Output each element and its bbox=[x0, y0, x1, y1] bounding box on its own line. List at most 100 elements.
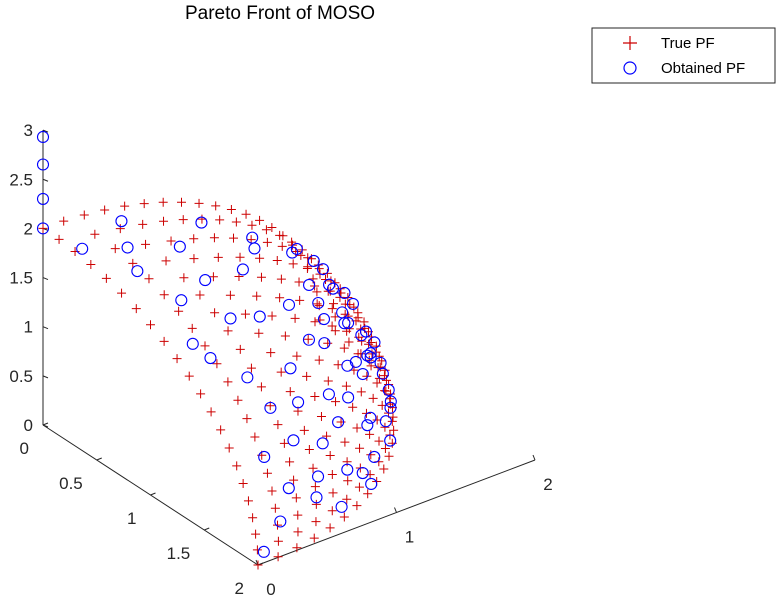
true-pf-point bbox=[299, 425, 309, 435]
legend: True PF Obtained PF bbox=[591, 27, 776, 84]
true-pf-point bbox=[302, 371, 312, 381]
true-pf-point bbox=[272, 255, 282, 265]
x-tick-label: 2 bbox=[235, 579, 244, 595]
true-pf-point bbox=[362, 371, 372, 381]
true-pf-point bbox=[238, 478, 248, 488]
obtained-pf-point bbox=[199, 274, 212, 287]
obtained-pf-point bbox=[322, 388, 335, 401]
true-pf-point bbox=[354, 482, 364, 492]
obtained-pf-point bbox=[286, 246, 299, 259]
true-pf-point bbox=[232, 461, 242, 471]
x-tick-mark bbox=[204, 527, 210, 531]
true-pf-point bbox=[273, 536, 283, 546]
obtained-pf-point bbox=[384, 401, 397, 414]
obtained-pf-point bbox=[186, 337, 199, 350]
true-pf-point bbox=[131, 304, 141, 314]
obtained-pf-point bbox=[335, 500, 348, 513]
true-pf-point bbox=[285, 457, 295, 467]
true-pf-point bbox=[252, 545, 262, 555]
true-pf-point bbox=[343, 476, 353, 486]
true-pf-point bbox=[189, 234, 199, 244]
true-pf-point bbox=[344, 337, 354, 347]
obtained-pf-point bbox=[368, 450, 381, 464]
obtained-pf-point bbox=[307, 254, 320, 267]
obtained-pf-point bbox=[346, 297, 360, 310]
obtained-pf-point bbox=[287, 434, 300, 447]
y-tick-label: 2 bbox=[543, 475, 552, 494]
true-pf-point bbox=[138, 219, 148, 229]
z-tick-mark bbox=[42, 178, 49, 182]
x-tick-label: 1.5 bbox=[167, 544, 191, 563]
true-pf-point bbox=[389, 425, 399, 435]
true-pf-point bbox=[256, 272, 266, 282]
obtained-pf-point bbox=[253, 310, 266, 323]
obtained-pf-point bbox=[341, 359, 354, 372]
z-tick-label: 1.5 bbox=[9, 269, 33, 288]
y-tick-label: 1 bbox=[405, 528, 414, 547]
true-pf-point bbox=[277, 241, 287, 251]
true-pf-point bbox=[161, 256, 171, 266]
obtained-pf-point bbox=[341, 463, 354, 476]
obtained-pf-point bbox=[356, 466, 369, 480]
true-pf-point bbox=[322, 268, 332, 278]
true-pf-point bbox=[177, 197, 186, 207]
true-pf-point bbox=[356, 387, 366, 397]
obtained-pf-point bbox=[332, 416, 345, 429]
true-pf-point bbox=[212, 359, 222, 369]
obtained-pf-point bbox=[310, 491, 323, 504]
obtained-pf-point bbox=[173, 240, 186, 253]
true-pf-point bbox=[379, 464, 389, 474]
true-pf-point bbox=[246, 363, 256, 373]
true-pf-point bbox=[365, 470, 375, 480]
true-pf-point bbox=[256, 382, 266, 392]
true-pf-point bbox=[250, 432, 260, 442]
true-pf-point bbox=[252, 291, 262, 301]
obtained-pf-point bbox=[384, 395, 397, 408]
true-pf-point bbox=[235, 252, 245, 262]
z-tick-label: 3 bbox=[24, 121, 33, 140]
true-pf-point bbox=[380, 422, 390, 432]
true-pf-point bbox=[254, 328, 264, 338]
true-pf-point bbox=[90, 229, 100, 239]
true-pf-point bbox=[226, 204, 236, 214]
obtained-pf-point bbox=[36, 158, 50, 171]
obtained-pf-point bbox=[246, 231, 259, 244]
obtained-pf-point bbox=[195, 216, 208, 229]
obtained-pf-point bbox=[302, 278, 316, 292]
obtained-pf-point bbox=[368, 336, 381, 349]
true-pf-point bbox=[285, 387, 295, 397]
true-pf-point bbox=[353, 313, 363, 323]
true-pf-point bbox=[348, 402, 358, 412]
obtained-pf-point bbox=[361, 419, 374, 432]
obtained-pf-point bbox=[336, 306, 349, 319]
obtained-pf-point bbox=[302, 333, 316, 346]
true-pf-point bbox=[359, 317, 369, 327]
true-pf-point bbox=[327, 321, 337, 331]
x-tick-mark bbox=[42, 422, 49, 426]
y-tick-mark bbox=[394, 507, 397, 513]
true-pf-point bbox=[38, 223, 48, 233]
true-pf-point bbox=[223, 377, 233, 387]
true-pf-point bbox=[213, 252, 223, 262]
true-pf-point bbox=[303, 253, 313, 263]
true-pf-point bbox=[262, 468, 272, 478]
obtained-pf-point bbox=[374, 356, 387, 369]
true-pf-point bbox=[262, 237, 272, 247]
obtained-pf-point bbox=[316, 263, 330, 276]
true-pf-point bbox=[247, 220, 257, 230]
true-pf-point bbox=[340, 437, 350, 447]
z-tick-mark bbox=[42, 129, 49, 133]
z-tick-mark bbox=[42, 326, 49, 330]
z-tick-label: 2 bbox=[24, 219, 33, 238]
true-pf-point bbox=[267, 311, 277, 321]
legend-entry-obtained-pf: Obtained PF bbox=[623, 60, 745, 77]
true-pf-point bbox=[352, 501, 362, 511]
true-pf-point bbox=[209, 233, 219, 243]
true-pf-point bbox=[273, 552, 283, 562]
obtained-pf-point bbox=[364, 347, 377, 360]
true-pf-point bbox=[206, 407, 216, 417]
true-pf-point bbox=[325, 286, 335, 296]
true-pf-point bbox=[100, 205, 110, 215]
true-pf-point bbox=[365, 429, 375, 439]
true-pf-point bbox=[275, 293, 285, 303]
